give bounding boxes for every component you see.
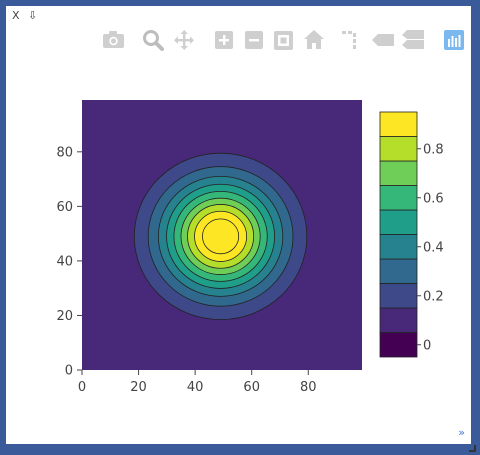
plot-container: X ⇩ » bbox=[6, 6, 471, 444]
autoscale-icon[interactable] bbox=[274, 31, 293, 50]
zoom-out-icon[interactable] bbox=[245, 31, 263, 49]
pan-icon[interactable] bbox=[174, 30, 194, 50]
plotly-logo-icon[interactable] bbox=[444, 30, 464, 50]
zoom-in-icon[interactable] bbox=[215, 31, 233, 49]
spike-lines-icon[interactable] bbox=[342, 31, 356, 49]
hover-compare-icon[interactable] bbox=[402, 30, 424, 49]
zoom-icon[interactable] bbox=[143, 30, 164, 51]
expand-button[interactable]: » bbox=[458, 426, 465, 439]
camera-icon[interactable] bbox=[103, 31, 124, 48]
pin-button[interactable]: ⇩ bbox=[28, 9, 38, 22]
modebar bbox=[103, 30, 464, 51]
resize-handle[interactable] bbox=[469, 445, 476, 452]
hover-closest-icon[interactable] bbox=[372, 34, 394, 46]
reset-axes-icon[interactable] bbox=[304, 30, 324, 49]
close-button[interactable]: X bbox=[12, 9, 20, 22]
